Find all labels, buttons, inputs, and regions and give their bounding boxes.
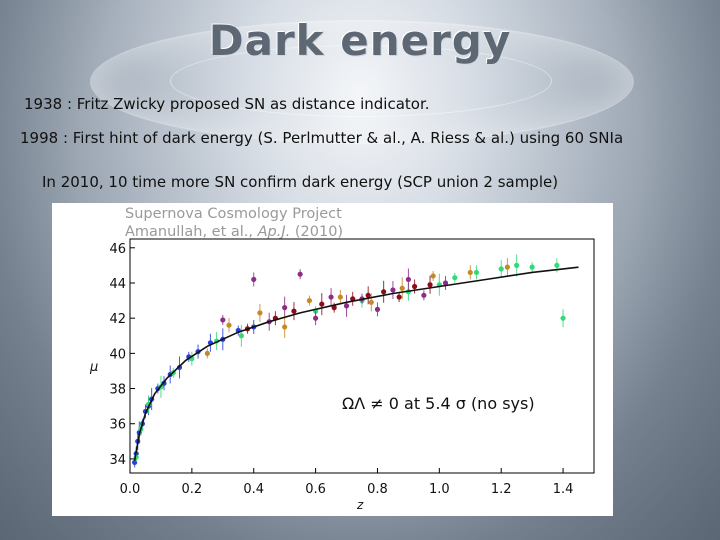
data-point-purple (442, 280, 449, 286)
data-point-red (411, 283, 418, 290)
data-point-purple (390, 287, 396, 293)
data-point-red (381, 289, 387, 295)
data-point-red (319, 301, 325, 307)
y-tick-label: 42 (109, 312, 126, 327)
data-point-purple (220, 317, 226, 323)
data-point-red (427, 282, 433, 288)
data-point-green (473, 269, 480, 276)
data-point-orange (306, 297, 313, 304)
data-point-orange (368, 299, 374, 305)
data-point-green (514, 262, 520, 268)
text-line-2010: In 2010, 10 time more SN confirm dark en… (42, 173, 559, 191)
y-tick-label: 40 (109, 347, 126, 362)
data-point-orange (337, 294, 343, 300)
data-point-orange (204, 350, 210, 356)
data-point-orange (257, 310, 263, 316)
data-point-green (554, 262, 560, 268)
chart-subtitle: Amanullah, et al., Ap.J. (2010) (125, 224, 343, 240)
y-tick-label: 44 (109, 277, 126, 292)
y-tick-label: 36 (109, 418, 126, 433)
x-tick-label: 0.4 (243, 482, 264, 497)
fit-curve (133, 266, 579, 461)
data-point-red (331, 305, 337, 311)
x-tick-label: 0.2 (182, 482, 203, 497)
x-tick-label: 1.4 (553, 482, 574, 497)
y-tick-label: 46 (109, 242, 126, 257)
x-tick-label: 0.0 (120, 482, 141, 497)
x-tick-label: 0.6 (305, 482, 326, 497)
data-point-green (238, 333, 244, 339)
x-axis-label: z (356, 498, 364, 512)
omega-lambda-annotation: ΩΛ ≠ 0 at 5.4 σ (no sys) (342, 394, 535, 413)
data-point-purple (251, 276, 257, 283)
x-tick-label: 0.8 (367, 482, 388, 497)
data-point-orange (226, 322, 232, 328)
data-point-purple (282, 305, 288, 311)
data-points (132, 254, 566, 468)
data-point-purple (405, 276, 411, 283)
background-swirl (90, 20, 634, 144)
slide-title: Dark energy (208, 16, 512, 65)
data-point-orange (504, 264, 510, 270)
hubble-diagram-chart: Supernova Cosmology Project Amanullah, e… (89, 206, 595, 512)
data-point-red (365, 292, 371, 298)
data-point-purple (374, 306, 381, 312)
background-swirl-inner (170, 45, 552, 117)
data-point-green (560, 315, 566, 321)
data-point-green (452, 275, 458, 281)
y-tick-label: 34 (109, 453, 126, 468)
data-point-orange (467, 269, 473, 276)
x-tick-label: 1.0 (429, 482, 450, 497)
data-point-purple (328, 294, 334, 300)
y-axis-label: μ (89, 360, 98, 375)
data-point-purple (313, 315, 319, 321)
data-point-purple (297, 271, 303, 277)
y-tick-label: 38 (109, 383, 126, 398)
text-line-1998: 1998 : First hint of dark energy (S. Per… (20, 129, 624, 147)
chart-title: Supernova Cosmology Project (125, 206, 342, 222)
data-point-orange (282, 324, 288, 330)
data-point-red (396, 294, 402, 300)
data-point-orange (399, 285, 405, 291)
data-point-green (529, 264, 535, 270)
hubble-diagram-figure: Supernova Cosmology Project Amanullah, e… (52, 203, 613, 516)
x-tick-label: 1.2 (491, 482, 512, 497)
axis-ticks: 0.0 0.2 0.4 0.6 0.8 1.0 1.2 1.4 34 36 38 40 42 44 46 (109, 242, 573, 497)
data-point-orange (430, 273, 436, 279)
data-point-purple (343, 303, 350, 309)
data-point-red (291, 308, 297, 314)
text-line-1938: 1938 : Fritz Zwicky proposed SN as dista… (24, 95, 430, 113)
plot-frame (129, 238, 595, 474)
data-point-green (498, 266, 504, 272)
data-point-purple (421, 292, 427, 298)
